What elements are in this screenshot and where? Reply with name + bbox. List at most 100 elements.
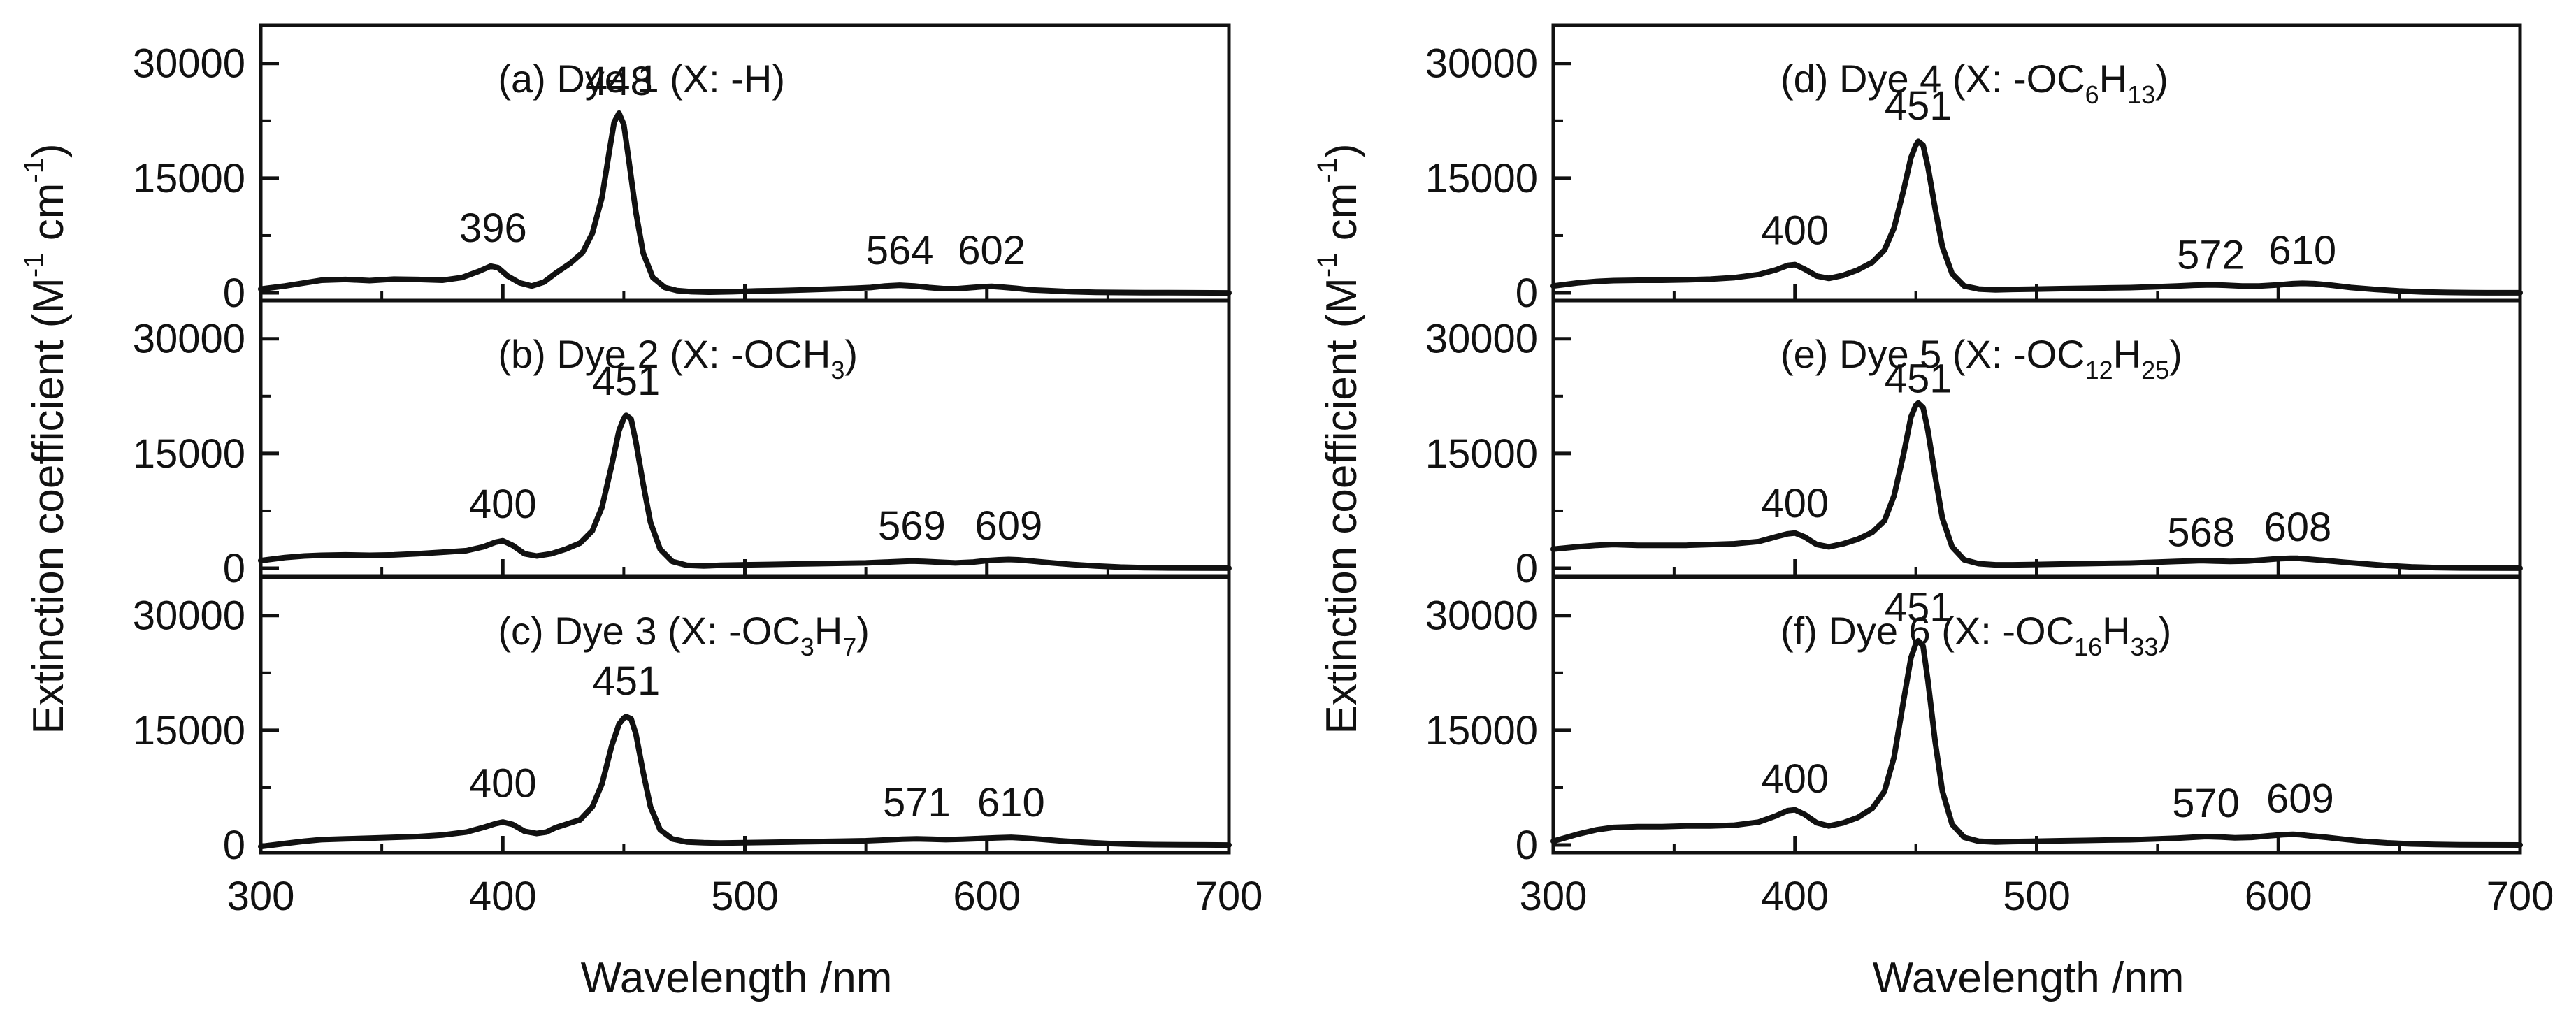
peak-label: 451 <box>1885 356 1952 402</box>
panel-label-part: ) <box>844 332 858 376</box>
panel-label-part: (f) Dye 6 (X: -OC <box>1780 609 2074 653</box>
panel-label-part: H <box>2099 57 2127 101</box>
peak-label: 572 <box>2177 232 2245 277</box>
y-axis-label-group: Extinction coefficient (M-1 cm-1) <box>1312 143 1366 734</box>
peak-label: 400 <box>469 760 537 806</box>
peak-label: 571 <box>883 780 951 825</box>
x-tick-label: 600 <box>2245 874 2312 919</box>
panel-label-part: 6 <box>2085 80 2099 109</box>
y-axis-label-group: Extinction coefficient (M-1 cm-1) <box>19 143 73 734</box>
panel-label-part: (e) Dye 5 (X: -OC <box>1780 332 2085 376</box>
panel-label-part: 16 <box>2074 633 2102 661</box>
x-axis-label: Wavelength /nm <box>581 954 893 1002</box>
y-tick-label: 15000 <box>1425 431 1538 477</box>
peak-label: 610 <box>977 780 1045 825</box>
y-tick-label: 15000 <box>1425 708 1538 753</box>
panel-label: (d) Dye 4 (X: -OC6H13) <box>1780 57 2168 109</box>
panel-label-part: (d) Dye 4 (X: -OC <box>1780 57 2085 101</box>
y-axis-label-part: -1 <box>19 252 50 277</box>
y-tick-label: 0 <box>223 270 245 316</box>
panel-label-part: 7 <box>842 633 856 661</box>
spectrum-line <box>1550 138 2523 296</box>
peak-label: 451 <box>592 658 660 704</box>
y-tick-label: 0 <box>1516 823 1538 868</box>
x-tick-label: 400 <box>1761 874 1829 919</box>
x-axis-label: Wavelength /nm <box>1873 954 2185 1002</box>
y-tick-label: 15000 <box>1425 156 1538 201</box>
y-tick-label: 15000 <box>133 156 245 201</box>
peak-label: 608 <box>2264 505 2332 550</box>
peak-label: 396 <box>459 205 527 251</box>
panel-label-part: 33 <box>2131 633 2159 661</box>
peak-label: 448 <box>585 59 653 104</box>
panel-e: 0 15000 30000 400 451 568 608 (e) Dye 5 (X: -OC… <box>1425 298 2523 591</box>
y-tick-label: 30000 <box>1425 593 1538 639</box>
peak-label: 400 <box>1761 208 1829 253</box>
y-axis-label-part: cm <box>24 183 73 253</box>
peak-label: 568 <box>2167 510 2235 556</box>
panel-label-part: H <box>2113 332 2141 376</box>
panel-f: 0 15000 30000 400 451 570 609 (f) Dye 6 (X: -OC… <box>1425 575 2523 868</box>
peak-label: 400 <box>1761 481 1829 526</box>
spectrum-line <box>258 412 1232 571</box>
peak-label: 400 <box>1761 756 1829 802</box>
panel-b: 0 15000 30000 400 451 569 609 (b) Dye 2 (X: -OC… <box>133 298 1232 591</box>
x-tick-label: 700 <box>2487 874 2554 919</box>
x-tick-label: 500 <box>2003 874 2071 919</box>
panel-label: (a) Dye 1 (X: -H) <box>498 57 785 101</box>
panel-label-part: H <box>814 609 842 653</box>
panel-label-part: (a) Dye 1 (X: -H) <box>498 57 785 101</box>
y-axis-label-part: -1 <box>1312 252 1343 277</box>
peak-label: 602 <box>958 228 1026 273</box>
y-axis-label-part: Extinction coefficient (M <box>1318 277 1366 735</box>
y-tick-label: 0 <box>223 823 245 868</box>
peak-label: 610 <box>2268 228 2336 273</box>
y-tick-label: 30000 <box>133 317 245 362</box>
peak-label: 569 <box>878 503 946 549</box>
y-tick-label: 0 <box>1516 270 1538 316</box>
y-axis-label-part: -1 <box>1312 158 1343 183</box>
y-axis-label: Extinction coefficient (M-1 cm-1) <box>19 143 73 734</box>
y-axis-label-part: ) <box>24 143 73 158</box>
y-tick-label: 15000 <box>133 708 245 753</box>
y-axis-label: Extinction coefficient (M-1 cm-1) <box>1312 143 1366 734</box>
peak-label: 451 <box>592 359 660 404</box>
peak-label: 451 <box>1885 585 1952 630</box>
panel-label-part: 12 <box>2085 356 2113 384</box>
y-tick-label: 30000 <box>1425 41 1538 87</box>
panel-c: 0 15000 30000 400 451 571 610 (c) Dye 3 (X: -OC… <box>133 575 1232 868</box>
y-axis-label-part: Extinction coefficient (M <box>24 277 73 735</box>
peak-label: 609 <box>975 503 1043 549</box>
peak-label: 609 <box>2266 776 2334 821</box>
peak-label: 570 <box>2172 781 2240 826</box>
x-tick-label: 400 <box>469 874 537 919</box>
panel-label-part: 3 <box>800 633 814 661</box>
x-tick-label: 300 <box>1520 874 1588 919</box>
panel-d: 0 15000 30000 400 451 572 610 (d) Dye 4 (X: -OC… <box>1425 23 2523 316</box>
y-axis-label-part: cm <box>1318 183 1366 253</box>
panel-label-part: (b) Dye 2 (X: -OCH <box>498 332 830 376</box>
panel-label: (f) Dye 6 (X: -OC16H33) <box>1780 609 2171 661</box>
spectrum-line <box>1550 400 2523 571</box>
panel-label-part: 13 <box>2127 80 2155 109</box>
panel-label-part: ) <box>856 609 870 653</box>
panel-label: (b) Dye 2 (X: -OCH3) <box>498 332 858 384</box>
spectrum-line <box>1550 637 2523 848</box>
x-tick-label: 500 <box>711 874 779 919</box>
panel-label-part: H <box>2102 609 2130 653</box>
peak-label: 451 <box>1885 83 1952 129</box>
y-tick-label: 0 <box>223 546 245 591</box>
panel-label-part: 25 <box>2141 356 2169 384</box>
panel-label-part: (c) Dye 3 (X: -OC <box>498 609 800 653</box>
y-tick-label: 15000 <box>133 431 245 477</box>
y-tick-label: 30000 <box>133 41 245 87</box>
chart-right-column: 0 15000 30000 400 451 572 610 (d) Dye 4 (X: -OC… <box>1312 23 2554 1002</box>
panel-label-part: ) <box>2169 332 2182 376</box>
peak-label: 400 <box>469 482 537 527</box>
panel-label: (e) Dye 5 (X: -OC12H25) <box>1780 332 2182 384</box>
panel-label: (c) Dye 3 (X: -OC3H7) <box>498 609 870 661</box>
y-axis-label-part: -1 <box>19 158 50 183</box>
panel-label-part: 3 <box>830 356 844 384</box>
